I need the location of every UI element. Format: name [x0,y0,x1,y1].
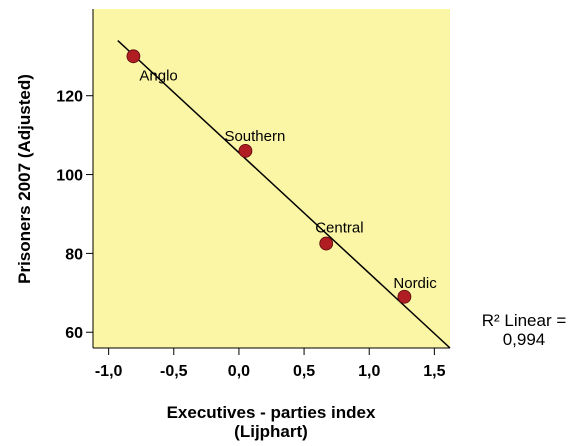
tick-labels: -1,0 -0,5 0,0 0,5 1,0 1,5 60 80 100 120 [56,89,445,380]
plot-area [93,9,450,348]
point-labels: Anglo Southern Central Nordic [139,67,437,291]
x-tick-label: 1,5 [423,363,445,380]
x-tick-label: 0,5 [293,363,315,380]
point-label-anglo: Anglo [139,67,177,84]
point-label-nordic: Nordic [393,275,437,292]
r2-annotation-line-2: 0,994 [503,330,546,349]
point-label-southern: Southern [224,128,285,145]
x-axis-title-line-1: Executives - parties index [167,403,376,422]
x-axis-title-line-2: (Lijphart) [234,422,308,441]
regression-line [117,39,451,349]
point-label-central: Central [315,220,363,237]
x-tick-label: -0,5 [160,363,188,380]
r2-annotation-line-1: R² Linear = [482,311,567,330]
y-tick-label: 100 [56,168,83,185]
x-tick-label: 0,0 [228,363,250,380]
data-point-nordic [397,289,412,304]
x-tick-label: 1,0 [358,363,380,380]
y-tick-label: 120 [56,89,83,106]
y-axis-title: Prisoners 2007 (Adjusted) [15,74,34,284]
y-tick-label: 80 [65,246,83,263]
x-tick-label: -1,0 [95,363,123,380]
data-point-southern [238,144,253,158]
data-points [126,49,412,304]
y-tick-label: 60 [65,325,83,342]
data-point-anglo [126,49,141,64]
data-point-central [319,236,334,251]
tick-marks [86,95,435,355]
